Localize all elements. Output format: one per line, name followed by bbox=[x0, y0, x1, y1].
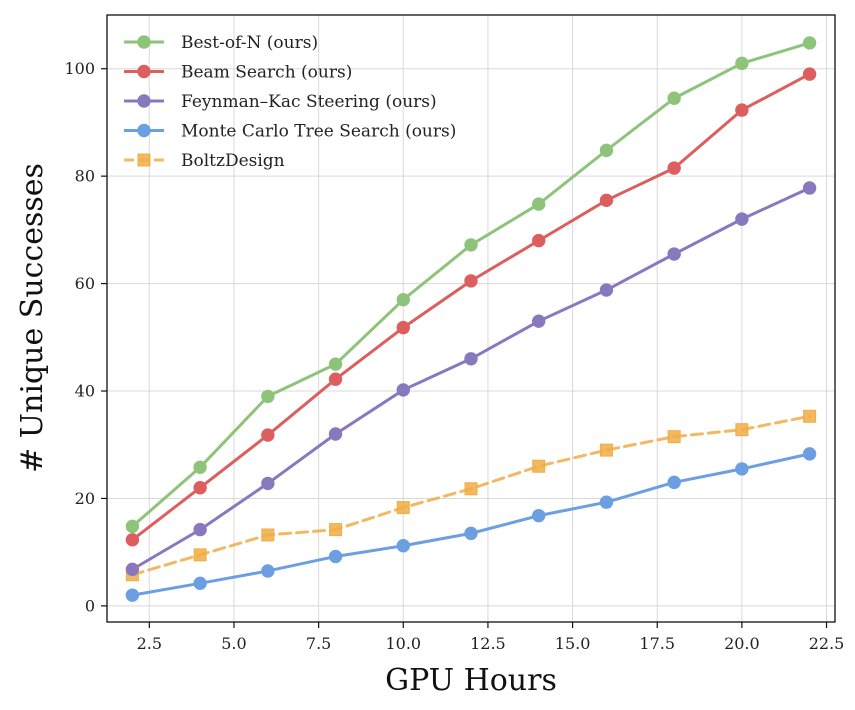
data-point bbox=[532, 233, 546, 248]
x-axis-label: GPU Hours bbox=[385, 663, 557, 698]
data-point bbox=[261, 428, 275, 442]
data-point bbox=[802, 447, 817, 461]
series-2 bbox=[125, 181, 817, 577]
data-point bbox=[599, 143, 614, 158]
data-point bbox=[802, 67, 817, 81]
data-point bbox=[328, 357, 343, 371]
data-point bbox=[193, 548, 207, 562]
legend-label: Feynman–Kac Steering (ours) bbox=[181, 92, 437, 112]
y-axis-label: # Unique Successes bbox=[15, 163, 50, 473]
legend-label: BoltzDesign bbox=[181, 151, 285, 171]
x-tick-label: 15.0 bbox=[555, 634, 591, 653]
legend-item-4: BoltzDesign bbox=[124, 151, 285, 171]
legend-item-2: Feynman–Kac Steering (ours) bbox=[124, 92, 437, 112]
data-point bbox=[735, 103, 749, 117]
data-point bbox=[667, 430, 681, 444]
data-point bbox=[464, 352, 478, 366]
data-point bbox=[193, 576, 207, 591]
y-tick-label: 40 bbox=[75, 382, 95, 401]
data-point bbox=[125, 562, 140, 577]
data-point bbox=[396, 320, 410, 335]
data-point bbox=[328, 372, 343, 386]
data-point bbox=[599, 443, 613, 457]
data-point bbox=[193, 460, 207, 474]
data-point bbox=[532, 459, 546, 473]
data-point bbox=[667, 91, 681, 105]
data-point bbox=[193, 481, 207, 495]
series-3 bbox=[125, 447, 817, 602]
legend-marker bbox=[137, 123, 151, 138]
data-point bbox=[396, 292, 410, 307]
legend-item-0: Best-of-N (ours) bbox=[124, 33, 318, 53]
legend-marker bbox=[137, 35, 151, 49]
data-point bbox=[261, 528, 275, 542]
x-tick-label: 12.5 bbox=[470, 634, 506, 653]
data-point bbox=[193, 522, 207, 537]
data-point bbox=[396, 383, 410, 397]
series-layer bbox=[125, 36, 817, 602]
plot-frame bbox=[106, 14, 836, 623]
legend-label: Beam Search (ours) bbox=[181, 63, 352, 83]
data-point bbox=[464, 526, 478, 541]
data-point bbox=[261, 476, 275, 491]
legend-marker bbox=[137, 153, 151, 167]
data-point bbox=[261, 389, 275, 404]
data-point bbox=[396, 501, 410, 515]
data-point bbox=[464, 238, 478, 252]
data-point bbox=[329, 523, 343, 537]
data-point bbox=[532, 314, 546, 328]
data-point bbox=[735, 423, 749, 437]
data-point bbox=[735, 212, 749, 226]
legend-marker bbox=[137, 94, 151, 108]
x-tick-label: 17.5 bbox=[639, 634, 675, 653]
data-point bbox=[396, 539, 410, 553]
data-point bbox=[735, 462, 749, 476]
series-4 bbox=[125, 409, 817, 582]
y-tick-label: 60 bbox=[75, 274, 95, 293]
x-tick-label: 10.0 bbox=[385, 634, 421, 653]
data-point bbox=[328, 427, 343, 441]
data-point bbox=[803, 409, 817, 423]
data-point bbox=[735, 56, 749, 71]
x-tick-label: 20.0 bbox=[724, 634, 760, 653]
data-point bbox=[802, 36, 817, 50]
y-tick-label: 100 bbox=[64, 59, 95, 78]
x-tick-label: 5.0 bbox=[221, 634, 246, 653]
data-point bbox=[328, 549, 343, 564]
data-point bbox=[464, 482, 478, 496]
series-1 bbox=[125, 67, 817, 547]
series-0 bbox=[125, 36, 817, 534]
data-point bbox=[532, 197, 546, 211]
axes: 2.5 5.0 7.5 10.0 12.5 15.0 17.5 20.0 22.5 0 20 40 60… bbox=[64, 59, 844, 653]
data-point bbox=[667, 475, 681, 490]
data-point bbox=[599, 495, 614, 509]
data-point bbox=[261, 564, 275, 578]
data-point bbox=[125, 533, 140, 547]
y-tick-label: 20 bbox=[75, 489, 95, 508]
legend-label: Monte Carlo Tree Search (ours) bbox=[181, 122, 456, 142]
data-point bbox=[667, 161, 681, 175]
data-point bbox=[599, 283, 614, 297]
x-tick-label: 7.5 bbox=[306, 634, 331, 653]
y-tick-label: 80 bbox=[75, 167, 95, 186]
legend-item-3: Monte Carlo Tree Search (ours) bbox=[124, 122, 456, 142]
data-point bbox=[802, 181, 817, 195]
data-point bbox=[532, 508, 546, 523]
legend-marker bbox=[137, 64, 151, 79]
data-point bbox=[599, 193, 614, 208]
legend-item-1: Beam Search (ours) bbox=[124, 63, 352, 83]
x-tick-label: 2.5 bbox=[137, 634, 162, 653]
y-tick-label: 0 bbox=[85, 596, 95, 615]
data-point bbox=[125, 588, 140, 602]
legend: Best-of-N (ours) Beam Search (ours) Feynma… bbox=[124, 33, 456, 171]
data-point bbox=[125, 519, 140, 534]
legend-label: Best-of-N (ours) bbox=[181, 33, 318, 53]
data-point bbox=[464, 274, 478, 288]
x-tick-label: 22.5 bbox=[809, 634, 845, 653]
data-point bbox=[667, 247, 681, 261]
